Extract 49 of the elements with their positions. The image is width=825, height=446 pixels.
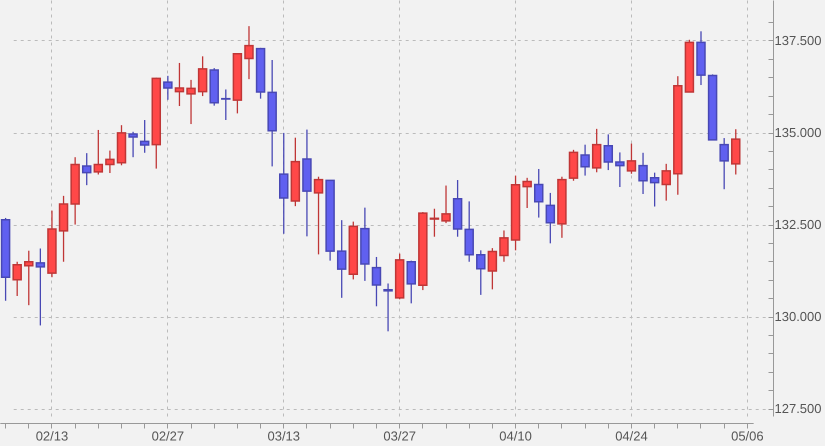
x-tick-label: 05/06 bbox=[731, 428, 764, 444]
x-tick-label: 02/27 bbox=[152, 428, 184, 444]
candlestick bbox=[12, 261, 22, 297]
x-tick-label: 03/13 bbox=[267, 428, 300, 444]
candlestick bbox=[279, 132, 289, 234]
candlestick bbox=[314, 176, 324, 256]
x-tick-label: 03/27 bbox=[383, 428, 416, 444]
candlestick bbox=[592, 128, 602, 173]
candlestick bbox=[244, 25, 254, 80]
candlestick bbox=[174, 62, 184, 107]
x-tick-label: 04/24 bbox=[615, 428, 648, 444]
y-tick-label: 132.500 bbox=[774, 217, 822, 232]
candlestick bbox=[105, 150, 115, 174]
candlestick bbox=[94, 129, 104, 176]
candlestick bbox=[488, 247, 498, 290]
y-tick-label: 137.500 bbox=[774, 32, 822, 48]
candlestick bbox=[476, 250, 486, 296]
candlestick bbox=[24, 250, 34, 306]
candlestick bbox=[441, 184, 451, 224]
candlestick bbox=[140, 119, 150, 154]
candlestick bbox=[128, 131, 138, 158]
candlestick bbox=[638, 152, 648, 195]
x-tick-label: 02/13 bbox=[36, 428, 68, 444]
candlestick bbox=[406, 260, 416, 304]
candlestick bbox=[163, 75, 173, 100]
candlestick bbox=[546, 192, 556, 244]
candlestick bbox=[650, 172, 660, 208]
candlestick bbox=[430, 208, 440, 238]
candlestick bbox=[661, 163, 671, 202]
candlestick bbox=[221, 88, 231, 121]
candlestick bbox=[383, 282, 393, 332]
candlestick bbox=[372, 256, 382, 307]
candlestick bbox=[36, 248, 46, 326]
candlestick bbox=[186, 79, 196, 125]
candlestick bbox=[534, 168, 544, 218]
y-tick-label: 127.500 bbox=[774, 401, 822, 416]
y-tick-label: 135.000 bbox=[774, 125, 822, 140]
candlestick bbox=[604, 134, 614, 171]
candlestick bbox=[615, 152, 625, 188]
candlestick bbox=[336, 220, 346, 298]
candlestick bbox=[522, 177, 532, 209]
y-tick-label: 130.000 bbox=[774, 309, 822, 324]
x-tick-label: 04/10 bbox=[499, 428, 532, 444]
candlestick bbox=[499, 230, 509, 262]
candlestick bbox=[198, 56, 208, 97]
candlestick bbox=[719, 137, 729, 190]
candlestick bbox=[626, 142, 636, 174]
candlestick bbox=[82, 152, 92, 186]
candlestick bbox=[580, 144, 590, 176]
